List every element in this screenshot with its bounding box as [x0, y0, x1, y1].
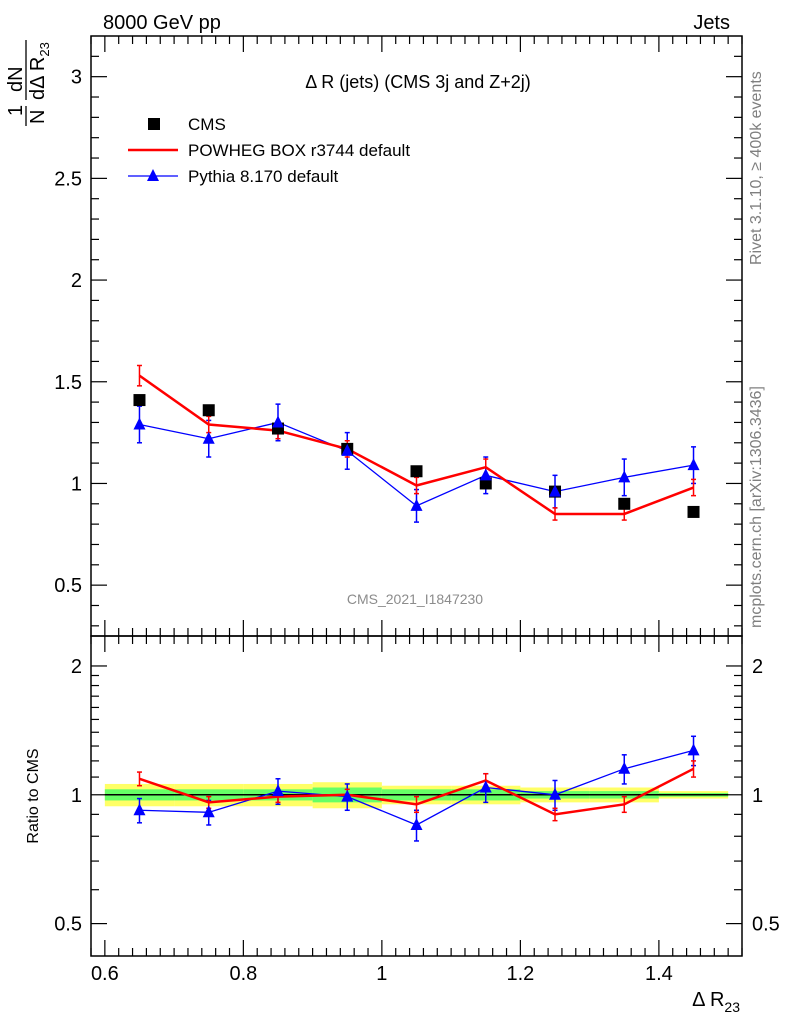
pythia-point: [549, 484, 562, 497]
ratio-y-axis-label: Ratio to CMS: [25, 748, 42, 843]
cms-point: [618, 497, 631, 510]
cms-point: [410, 465, 423, 478]
cms-point: [687, 505, 700, 518]
process-label: Jets: [693, 12, 730, 34]
legend-pythia-marker: [147, 169, 159, 181]
pythia-point: [202, 431, 215, 444]
ratio-y-tick-label-right: 2: [752, 656, 763, 678]
x-tick-label: 0.6: [91, 963, 119, 985]
pythia-point: [341, 789, 354, 802]
y-label-ddr: dΔ R23: [27, 42, 52, 100]
y-label-one: 1: [5, 105, 27, 116]
ratio-y-tick-label-right: 0.5: [752, 914, 780, 936]
legend-cms-marker: [148, 118, 160, 130]
rivet-label: Rivet 3.1.10, ≥ 400k events: [748, 71, 765, 265]
y-label-n: N: [27, 110, 49, 124]
x-axis-label-text: Δ R: [692, 989, 724, 1011]
lower-y-axis: 0.5 0.5 1 1 2 2: [54, 656, 780, 936]
pythia-point: [271, 415, 284, 428]
lower-frame: [90, 635, 743, 957]
x-tick-label: 1.2: [506, 963, 534, 985]
x-axis-label: Δ R23: [692, 989, 740, 1015]
pythia-point: [410, 817, 423, 830]
pythia-point: [410, 498, 423, 511]
y-tick-label: 3: [71, 67, 82, 89]
upper-x-axis: [90, 36, 743, 636]
upper-panel: 0.5 1 1.5 2 2.5 3 CMS_2021_I1847230 Δ R (jets…: [54, 35, 743, 637]
y-tick-label: 2: [71, 270, 82, 292]
ratio-y-tick-label-left: 1: [71, 785, 82, 807]
pythia-point: [687, 458, 700, 471]
watermark: CMS_2021_I1847230: [347, 591, 483, 607]
pythia-point: [271, 784, 284, 797]
cms-point: [479, 477, 492, 490]
upper-y-axis: 0.5 1 1.5 2 2.5 3: [54, 55, 742, 627]
x-axis-label-subscript: 23: [724, 999, 740, 1015]
y-label-dn: dN: [5, 66, 27, 92]
cms-point: [133, 394, 146, 407]
pythia-point: [618, 761, 631, 774]
y-tick-label: 0.5: [54, 575, 82, 597]
pythia-point: [479, 468, 492, 481]
energy-label: 8000 GeV pp: [103, 12, 221, 34]
x-tick-label: 0.8: [229, 963, 257, 985]
lower-panel: 0.5 0.5 1 1 2 2 0.6 0.8 1 1.2 1.4 Ratio to CMS Δ …: [25, 635, 780, 1015]
legend-label: CMS: [188, 115, 226, 134]
cms-point: [202, 404, 215, 417]
upper-chart-title: Δ R (jets) (CMS 3j and Z+2j): [305, 72, 531, 92]
ratio-y-tick-label-right: 1: [752, 785, 763, 807]
pythia-point: [133, 417, 146, 430]
y-tick-label: 1: [71, 473, 82, 495]
y-tick-label: 1.5: [54, 372, 82, 394]
ratio-y-tick-label-left: 2: [71, 656, 82, 678]
pythia-point: [549, 787, 562, 800]
pythia-point: [618, 470, 631, 483]
upper-chart-title-text: Δ R (jets) (CMS 3j and Z+2j): [305, 72, 531, 92]
y-tick-label: 2.5: [54, 168, 82, 190]
ratio-y-tick-label-left: 0.5: [54, 914, 82, 936]
legend-label: POWHEG BOX r3744 default: [188, 141, 410, 160]
mcplots-label: mcplots.cern.ch [arXiv:1306.3436]: [748, 386, 765, 628]
pythia-point: [479, 780, 492, 793]
legend-label: Pythia 8.170 default: [188, 167, 339, 186]
legend: CMS POWHEG BOX r3744 default Pythia 8.170 …: [128, 115, 410, 186]
lower-x-axis: 0.6 0.8 1 1.2 1.4: [90, 636, 743, 985]
pythia-point: [202, 805, 215, 818]
pythia-point: [133, 803, 146, 816]
x-tick-label: 1.4: [645, 963, 673, 985]
x-tick-label: 1: [376, 963, 387, 985]
pythia-point: [687, 743, 700, 756]
pythia-point: [341, 443, 354, 456]
upper-y-axis-label: 1 NdN dΔ R23: [5, 40, 52, 126]
